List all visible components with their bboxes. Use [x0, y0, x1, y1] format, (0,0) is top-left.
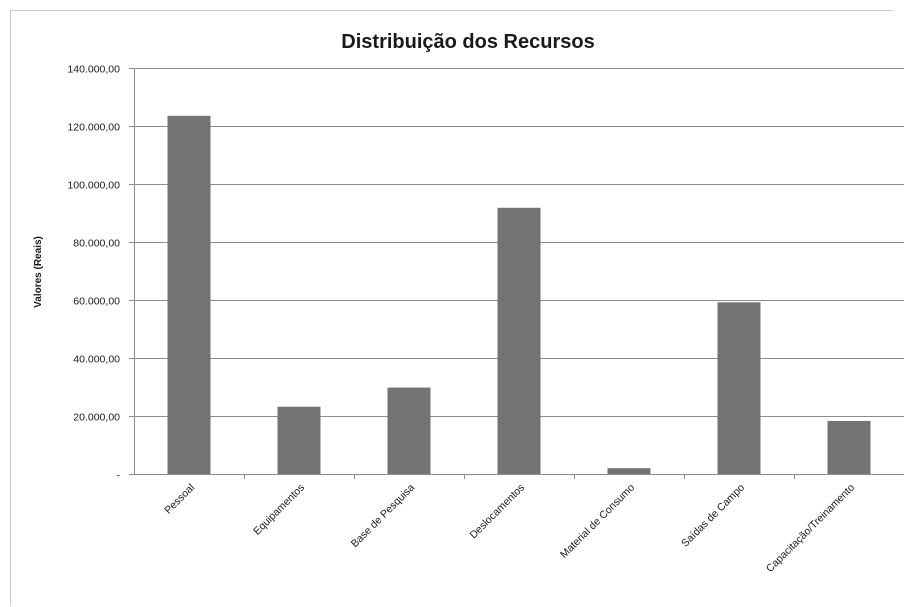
x-tick-label: Material de Consumo — [558, 482, 637, 561]
x-tick-labels: Pessoal Equipamentos Base de Pesquisa Deslo… — [162, 474, 857, 575]
y-tick-label: 140.000,00 — [67, 64, 120, 76]
x-tick-label: Equipamentos — [251, 482, 307, 538]
bar — [827, 420, 871, 474]
bar — [167, 115, 211, 474]
y-tick-label: 80.000,00 — [73, 238, 120, 250]
x-tick-label: Base de Pesquisa — [349, 482, 417, 550]
chart-frame — [10, 10, 893, 605]
bar — [717, 302, 761, 474]
x-tick-label: Saídas de Campo — [679, 482, 747, 550]
x-tick-label: Deslocamentos — [467, 482, 527, 542]
y-tick-label: 20.000,00 — [73, 412, 120, 424]
x-tick-label: Capacitação/Treinamento — [764, 482, 857, 575]
y-tick-label: 120.000,00 — [67, 122, 120, 134]
axes — [134, 68, 904, 475]
bar — [387, 387, 431, 474]
bar — [607, 468, 651, 474]
x-tick-label: Pessoal — [162, 482, 197, 517]
y-tick-label: 40.000,00 — [73, 354, 120, 366]
bars — [167, 115, 871, 474]
bar — [497, 207, 541, 474]
y-tick-label: 100.000,00 — [67, 180, 120, 192]
chart-title: Distribuição dos Recursos — [341, 31, 594, 53]
y-tick-label: - — [117, 470, 121, 482]
y-tick-labels: - 20.000,00 40.000,00 60.000,00 80.000,00 100… — [67, 64, 134, 482]
y-axis-label: Valores (Reais) — [33, 236, 44, 308]
bar — [277, 406, 321, 474]
y-tick-label: 60.000,00 — [73, 296, 120, 308]
